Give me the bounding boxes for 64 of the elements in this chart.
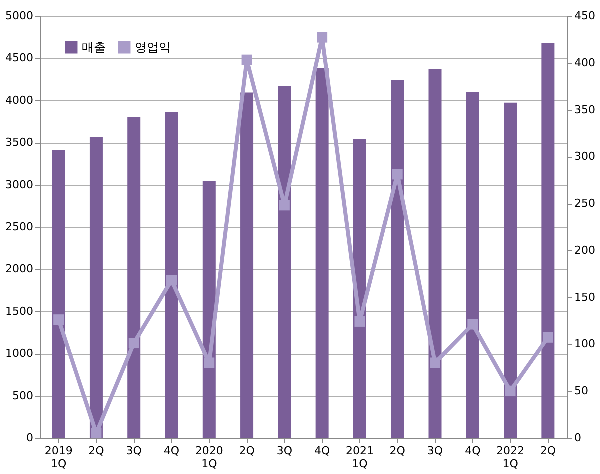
y2-tick-label: 450 [574, 10, 596, 22]
x-tick-label: 2019 1Q [44, 444, 73, 470]
point [166, 275, 177, 286]
point [505, 386, 516, 396]
y-tick-label: 5000 [6, 10, 34, 22]
y2-tick-label: 100 [574, 338, 596, 351]
x-tick-label: 4Q [164, 444, 180, 458]
legend-label: 영업익 [135, 40, 171, 55]
y-tick-label: 0 [26, 432, 34, 444]
point [279, 200, 290, 211]
point [54, 314, 64, 326]
point [91, 428, 102, 439]
x-tick-label: 2Q [390, 444, 406, 458]
y-tick-label: 3500 [6, 136, 34, 150]
y-tick-label: 4500 [6, 52, 34, 65]
y-tick-label: 4000 [6, 94, 34, 107]
x-tick-label: 4Q [465, 444, 482, 458]
bar [504, 102, 518, 438]
bar [542, 43, 555, 438]
x-tick-label: 2022 1Q [496, 444, 525, 470]
y-tick-label: 1000 [6, 347, 34, 360]
point [430, 358, 440, 368]
bar [90, 138, 103, 438]
y-tick-label: 500 [12, 389, 34, 402]
legend-label: 매출 [82, 40, 106, 55]
x-tick-label: 3Q [276, 444, 293, 458]
y2-tick-label: 250 [574, 197, 596, 210]
y2-tick-label: 300 [574, 150, 596, 164]
x-tick-label: 2020 1Q [195, 444, 224, 470]
point [128, 338, 140, 349]
y2-tick-label: 150 [574, 290, 596, 304]
y2-tick-label: 400 [574, 56, 596, 70]
point [468, 319, 478, 330]
x-tick-label: 3Q [427, 444, 444, 458]
point [204, 358, 215, 368]
x-tick-label: 3Q [126, 444, 142, 458]
bar [466, 92, 480, 438]
bar [391, 80, 404, 438]
y2-tick-label: 350 [574, 103, 596, 116]
bar [52, 150, 66, 438]
bar [128, 117, 141, 438]
x-tick-label: 2Q [540, 444, 556, 458]
point [354, 316, 366, 327]
x-tick-label: 2021 1Q [346, 444, 374, 470]
bar [278, 86, 292, 438]
point [317, 32, 328, 43]
y-tick-label: 1500 [6, 304, 34, 318]
x-tick-label: 2Q [239, 444, 256, 458]
y-tick-label: 2500 [6, 220, 34, 234]
bar [428, 69, 442, 438]
x-tick-label: 2Q [88, 444, 105, 458]
point [392, 169, 403, 180]
bar [353, 139, 366, 438]
y2-tick-label: 200 [574, 244, 596, 257]
point [242, 54, 252, 66]
y-tick-label: 3000 [6, 178, 34, 192]
y-tick-label: 2000 [6, 262, 34, 276]
bar [240, 92, 254, 438]
point [542, 332, 554, 343]
bar [316, 68, 329, 438]
y2-tick-label: 50 [574, 384, 588, 398]
y2-tick-label: 0 [574, 432, 582, 444]
bar [165, 112, 178, 438]
x-tick-label: 4Q [314, 444, 330, 458]
